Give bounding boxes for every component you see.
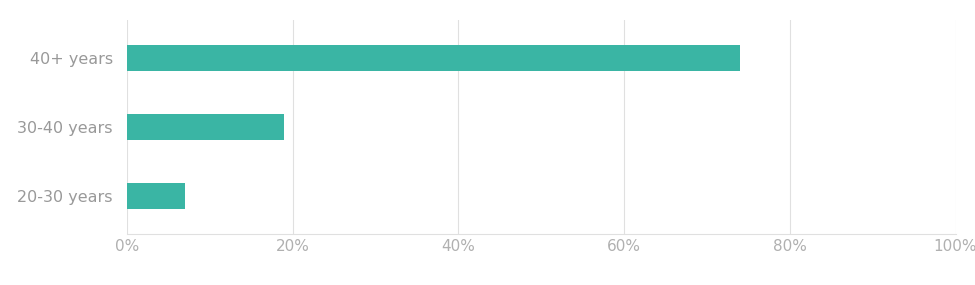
Bar [127, 114, 285, 140]
Bar [127, 45, 740, 71]
Bar [127, 183, 185, 209]
